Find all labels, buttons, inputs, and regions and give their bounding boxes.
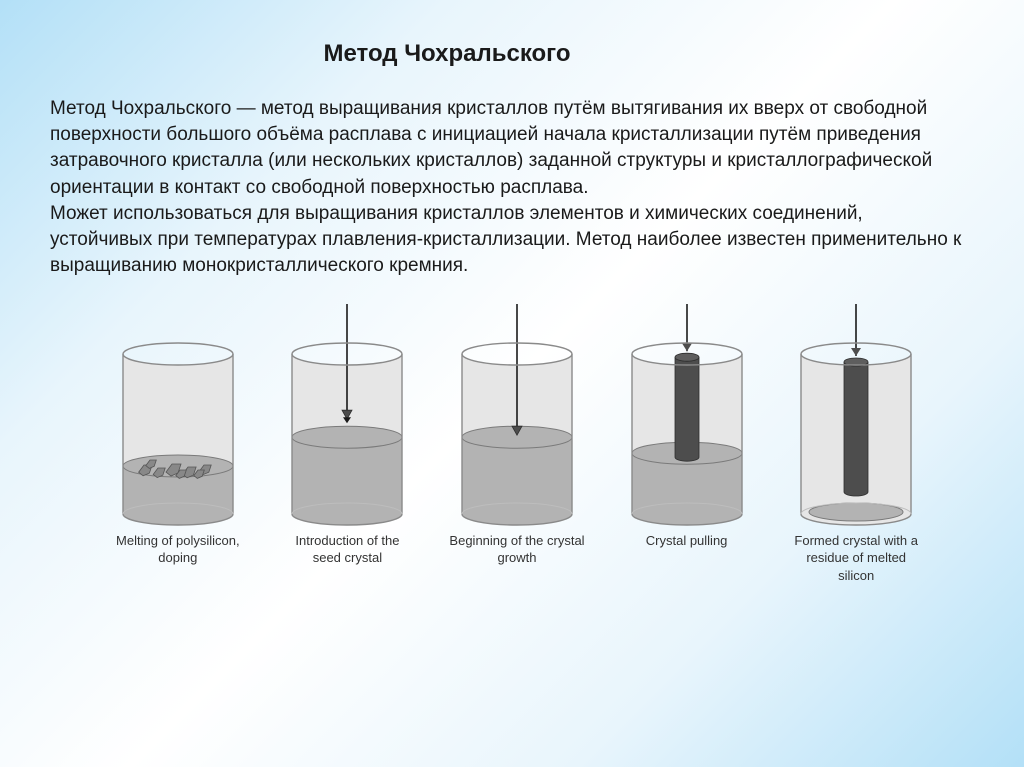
- czochralski-diagram: Melting of polysilicon, doping Introducti…: [50, 304, 964, 585]
- stage-4-pulling-caption: Crystal pulling: [646, 532, 728, 550]
- stage-1-melting: Melting of polysilicon, doping: [110, 304, 246, 585]
- stage-4-pulling-vessel: [627, 304, 747, 524]
- stage-1-melting-vessel: [118, 304, 238, 524]
- stage-2-seed-intro-vessel: [287, 304, 407, 524]
- stage-1-melting-caption: Melting of polysilicon, doping: [110, 532, 246, 567]
- stage-3-begin-growth-vessel: [457, 304, 577, 524]
- stage-5-formed: Formed crystal with a residue of melted …: [788, 304, 924, 585]
- page-title: Метод Чохральского: [210, 40, 684, 68]
- stage-5-formed-caption: Formed crystal with a residue of melted …: [788, 532, 924, 585]
- stage-2-seed-intro-caption: Introduction of the seed crystal: [280, 532, 416, 567]
- stage-4-pulling: Crystal pulling: [619, 304, 755, 585]
- stage-3-begin-growth: Beginning of the crystal growth: [449, 304, 585, 585]
- stage-5-formed-vessel: [796, 304, 916, 524]
- description-paragraph: Метод Чохральского — метод выращивания к…: [50, 96, 964, 280]
- stage-3-begin-growth-caption: Beginning of the crystal growth: [449, 532, 585, 567]
- stage-2-seed-intro: Introduction of the seed crystal: [280, 304, 416, 585]
